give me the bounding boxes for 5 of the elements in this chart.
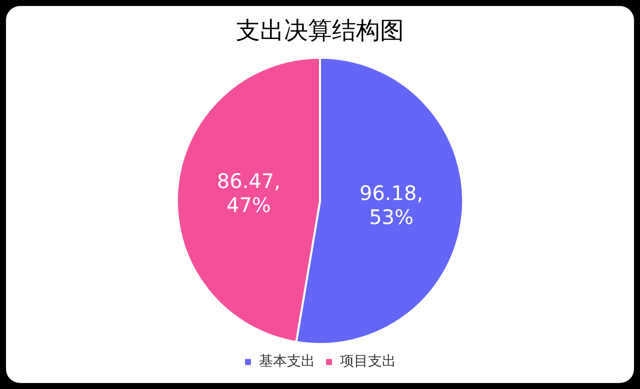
chart-title: 支出决算结构图	[236, 16, 404, 45]
legend-label: 项目支出	[340, 354, 396, 370]
data-label: 96.18, 53%	[359, 181, 424, 230]
data-label: 86.47, 47%	[216, 169, 281, 218]
legend-label: 基本支出	[259, 354, 315, 370]
